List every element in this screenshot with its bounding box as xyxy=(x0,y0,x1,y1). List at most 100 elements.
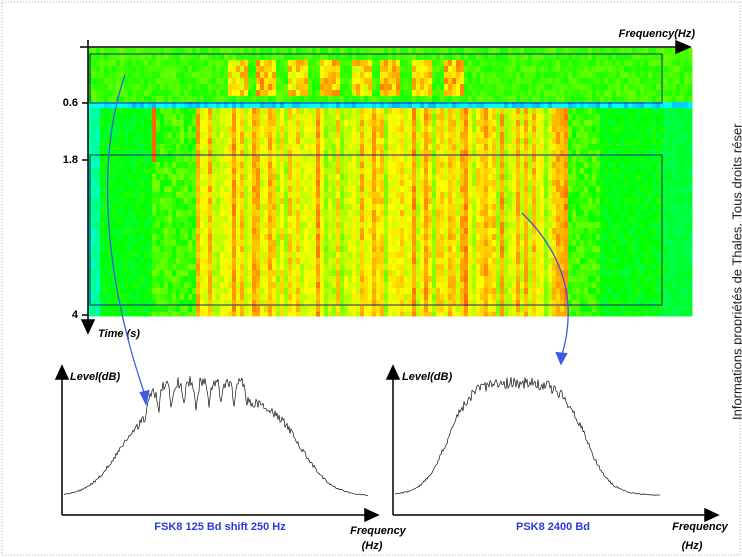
spectrogram-cell xyxy=(164,240,169,247)
spectrogram-cell xyxy=(496,120,501,127)
spectrogram-cell xyxy=(484,228,489,235)
spectrogram-cell xyxy=(376,204,381,211)
spectrogram-cell xyxy=(516,78,521,85)
spectrogram-cell xyxy=(420,306,425,313)
spectrogram-cell xyxy=(392,210,397,217)
spectrogram-cell xyxy=(328,108,333,115)
spectrogram-cell xyxy=(420,252,425,259)
spectrogram-cell xyxy=(300,240,305,247)
spectrogram-cell xyxy=(364,174,369,181)
spectrogram-cell xyxy=(148,144,153,151)
spectrogram-cell xyxy=(184,234,189,241)
spectrogram-cell xyxy=(396,294,401,301)
spectrogram-cell xyxy=(148,114,153,121)
spectrogram-cell xyxy=(352,138,357,145)
spectrogram-cell xyxy=(160,156,165,163)
spectrogram-cell xyxy=(224,192,229,199)
spectrogram-cell xyxy=(264,162,269,169)
spectrogram-cell xyxy=(156,306,161,313)
spectrogram-cell xyxy=(108,78,113,85)
spectrogram-cell xyxy=(344,180,349,187)
spectrogram-cell xyxy=(332,162,337,169)
spectrogram-cell xyxy=(172,162,177,169)
spectrogram-cell xyxy=(216,210,221,217)
spectrogram-cell xyxy=(492,108,497,115)
spectrogram-cell xyxy=(504,240,509,247)
spectrogram-cell xyxy=(444,252,449,259)
spectrogram-cell xyxy=(172,120,177,127)
spectrogram-cell xyxy=(468,216,473,223)
spectrogram-cell xyxy=(100,204,105,211)
spectrogram-cell xyxy=(400,186,405,193)
spectrogram-cell xyxy=(476,300,481,307)
spectrogram-cell xyxy=(392,258,397,265)
spectrogram-cell xyxy=(228,150,233,157)
spectrogram-cell xyxy=(304,192,309,199)
spectrogram-cell xyxy=(484,156,489,163)
spectrogram-cell xyxy=(524,264,529,271)
spectrogram-cell xyxy=(376,150,381,157)
spectrogram-cell xyxy=(396,144,401,151)
spectrogram-cell xyxy=(512,252,517,259)
spectrogram-cell xyxy=(436,186,441,193)
spectrogram-cell xyxy=(132,108,137,115)
spectrogram-cell xyxy=(376,240,381,247)
spectrogram-cell xyxy=(360,246,365,253)
spectrogram-cell xyxy=(132,144,137,151)
spectrogram-cell xyxy=(516,114,521,121)
spectrogram-cell xyxy=(392,228,397,235)
spectrogram-cell xyxy=(292,96,297,103)
spectrogram-cell xyxy=(464,312,469,317)
spectrogram-cell xyxy=(404,204,409,211)
spectrogram-cell xyxy=(240,312,245,317)
spectrogram-cell xyxy=(528,180,533,187)
spectrogram-cell xyxy=(180,234,185,241)
spectrogram-cell xyxy=(452,168,457,175)
spectrogram-cell xyxy=(116,204,121,211)
spectrogram-cell xyxy=(500,240,505,247)
spectrogram-cell xyxy=(320,66,325,73)
spectrogram-cell xyxy=(160,96,165,103)
spectrogram-cell xyxy=(184,78,189,85)
spectrogram-cell xyxy=(408,258,413,265)
spectrogram-cell xyxy=(304,186,309,193)
spectrogram-cell xyxy=(308,162,313,169)
spectrogram-cell xyxy=(292,306,297,313)
spectrogram-cell xyxy=(256,144,261,151)
spectrogram-cell xyxy=(248,168,253,175)
spectrogram-cell xyxy=(148,78,153,85)
spectrogram-cell xyxy=(516,120,521,127)
spectrogram-cell xyxy=(456,114,461,121)
spectrogram-cell xyxy=(96,174,101,181)
spectrogram-cell xyxy=(384,192,389,199)
spectrogram-cell xyxy=(116,276,121,283)
spectrogram-cell xyxy=(268,90,273,97)
spectrogram-cell xyxy=(368,132,373,139)
spectrogram-cell xyxy=(520,270,525,277)
spectrogram-cell xyxy=(464,228,469,235)
spectrogram-cell xyxy=(284,306,289,313)
spectrogram-cell xyxy=(124,252,129,259)
spectrogram-cell xyxy=(196,282,201,289)
spectrogram-cell xyxy=(396,288,401,295)
spectrogram-cell xyxy=(296,288,301,295)
spectrogram-cell xyxy=(168,186,173,193)
spectrogram-cell xyxy=(472,90,477,97)
spectrogram-cell xyxy=(336,186,341,193)
spectrogram-cell xyxy=(184,120,189,127)
spectrogram-cell xyxy=(376,228,381,235)
spectrogram-cell xyxy=(120,162,125,169)
spectrogram-cell xyxy=(324,156,329,163)
spectrogram-cell xyxy=(336,150,341,157)
spectrogram-cell xyxy=(228,174,233,181)
spectrogram-cell xyxy=(360,204,365,211)
spectrogram-cell xyxy=(468,60,473,67)
spectrogram-cell xyxy=(280,132,285,139)
spectrogram-cell xyxy=(300,120,305,127)
spectrogram-cell xyxy=(212,180,217,187)
spectrogram-cell xyxy=(476,264,481,271)
spectrogram-cell xyxy=(436,264,441,271)
spectrogram-cell xyxy=(180,264,185,271)
spectrogram-cell xyxy=(388,90,393,97)
spectrogram-cell xyxy=(252,186,257,193)
